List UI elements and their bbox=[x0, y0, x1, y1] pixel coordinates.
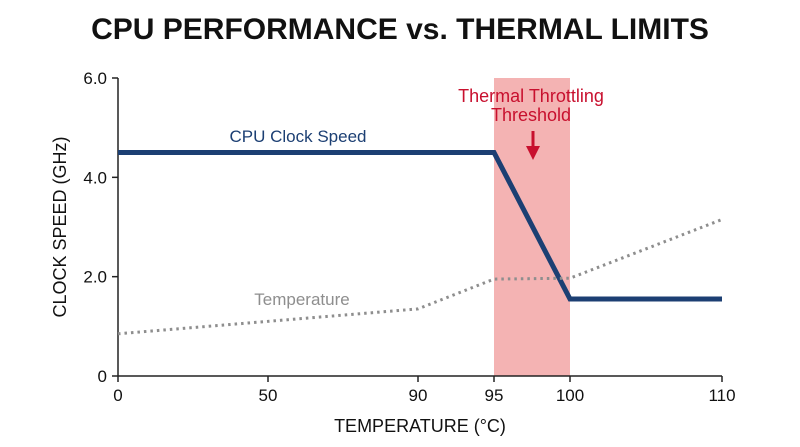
series-layer: CPU Clock Speed Temperature bbox=[117, 127, 723, 336]
y-tick-label: 4.0 bbox=[83, 168, 107, 187]
x-tick-label: 110 bbox=[708, 386, 735, 405]
x-tick-label: 100 bbox=[556, 386, 584, 405]
series-label-cpu-clock-speed: CPU Clock Speed bbox=[229, 127, 366, 146]
series-label-temperature: Temperature bbox=[254, 290, 349, 309]
series-line-cpu-clock-speed bbox=[118, 150, 722, 302]
y-tick-label: 0 bbox=[98, 367, 107, 386]
x-tick-label: 50 bbox=[259, 386, 278, 405]
throttling-label-line-1: Threshold bbox=[491, 105, 571, 125]
series-line-temperature bbox=[117, 218, 723, 336]
y-axis-label: CLOCK SPEED (GHz) bbox=[50, 136, 70, 317]
throttling-label-line-0: Thermal Throttling bbox=[458, 86, 604, 106]
x-tick-label: 95 bbox=[485, 386, 504, 405]
x-axis-label: TEMPERATURE (°C) bbox=[334, 416, 506, 436]
y-tick-label: 2.0 bbox=[83, 268, 107, 287]
x-tick-label: 0 bbox=[113, 386, 122, 405]
chart-title: CPU PERFORMANCE vs. THERMAL LIMITS bbox=[91, 13, 709, 46]
x-tick-label: 90 bbox=[409, 386, 428, 405]
axes bbox=[117, 78, 722, 377]
ticks-layer: 0 50 90 95 100 110 0 2.0 4.0 6.0 bbox=[83, 69, 735, 405]
y-tick-label: 6.0 bbox=[83, 69, 107, 88]
throttling-arrow-head bbox=[526, 146, 540, 160]
